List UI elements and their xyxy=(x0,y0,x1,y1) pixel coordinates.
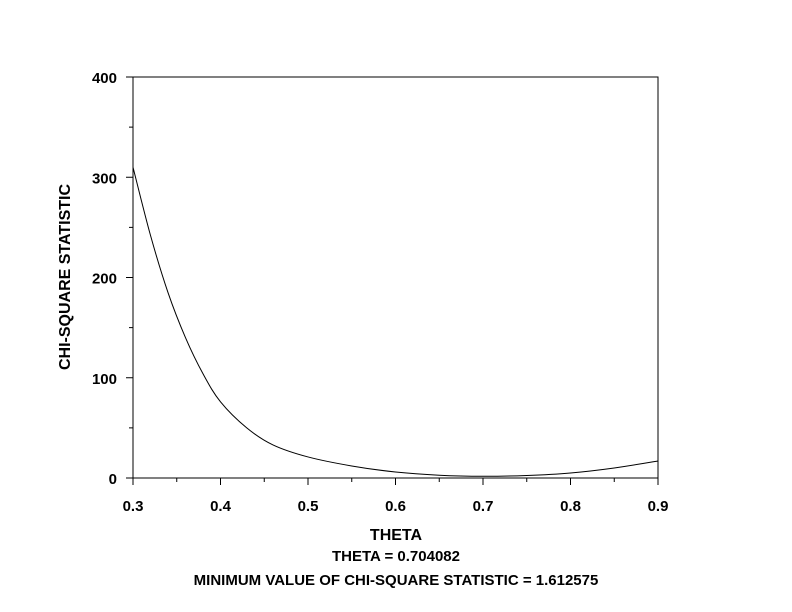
y-axis-title: CHI-SQUARE STATISTIC xyxy=(57,184,74,371)
x-tick-label: 0.4 xyxy=(210,498,232,515)
y-tick-label: 200 xyxy=(92,271,117,288)
minimum-chi-square-annotation: MINIMUM VALUE OF CHI-SQUARE STATISTIC = … xyxy=(194,572,599,589)
y-tick-label: 400 xyxy=(92,70,117,87)
x-tick-label: 0.6 xyxy=(385,498,406,515)
y-tick-label: 300 xyxy=(92,170,117,187)
x-tick-label: 0.3 xyxy=(123,498,144,515)
series-layer xyxy=(132,167,659,477)
plot-border xyxy=(132,76,659,479)
y-tick-label: 0 xyxy=(109,471,117,488)
x-tick-label: 0.5 xyxy=(298,498,319,515)
x-ticks: 0.3 0.4 0.5 0.6 0.7 0.8 0.9 xyxy=(123,478,669,515)
chi-square-curve xyxy=(132,167,659,477)
x-tick-label: 0.8 xyxy=(560,498,581,515)
y-ticks: 0 100 200 300 400 xyxy=(92,70,133,488)
theta-annotation: THETA = 0.704082 xyxy=(332,548,460,565)
plot-frame xyxy=(132,76,659,479)
y-tick-label: 100 xyxy=(92,371,117,388)
x-tick-label: 0.9 xyxy=(648,498,669,515)
x-axis-title: THETA xyxy=(370,527,423,544)
x-tick-label: 0.7 xyxy=(473,498,494,515)
